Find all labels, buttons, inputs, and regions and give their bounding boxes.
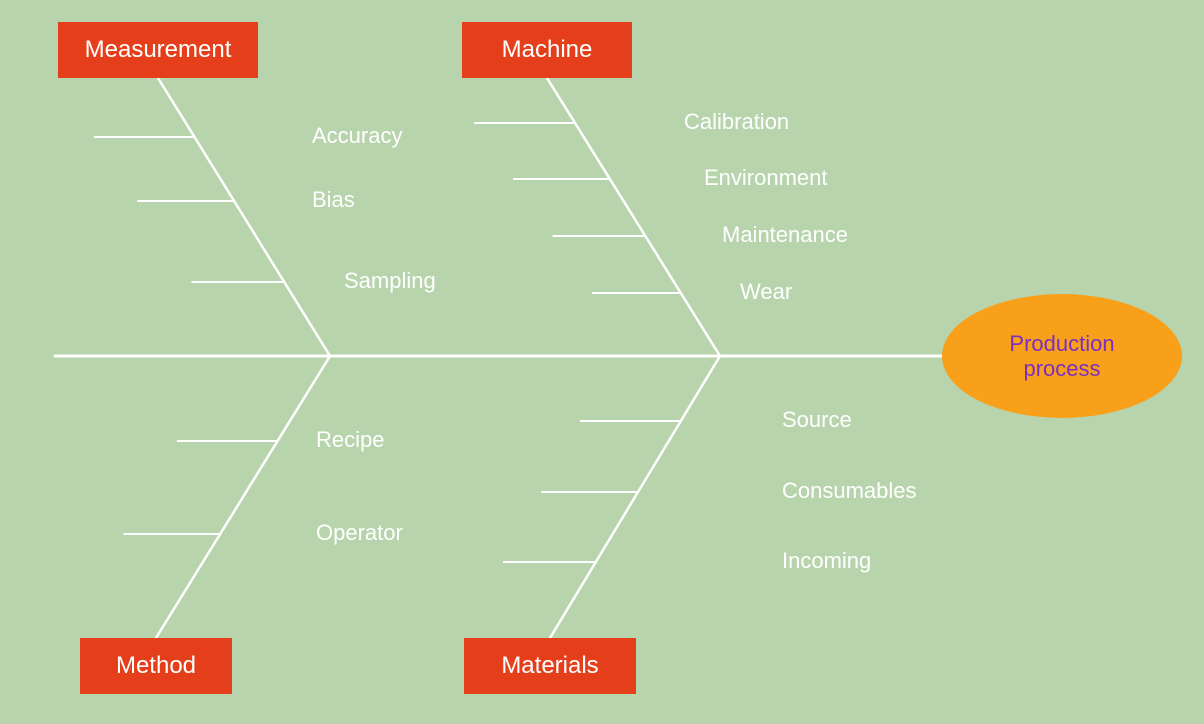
cause-label-machine-2: Maintenance [722, 222, 848, 248]
effect-ellipse: Productionprocess [942, 294, 1182, 418]
category-box-machine: Machine [462, 22, 632, 78]
fishbone-diagram: Measurement Machine Method Materials Accurac… [0, 0, 1204, 724]
cause-label-measurement-2: Sampling [344, 268, 436, 294]
cause-label-machine-0: Calibration [684, 109, 789, 135]
category-label-method: Method [116, 652, 196, 680]
category-box-measurement: Measurement [58, 22, 258, 78]
cause-label-measurement-0: Accuracy [312, 123, 402, 149]
cause-label-materials-2: Incoming [782, 548, 871, 574]
bone-measurement [158, 78, 330, 356]
cause-label-machine-3: Wear [740, 279, 792, 305]
cause-label-method-1: Operator [316, 520, 403, 546]
bone-materials [550, 356, 720, 638]
category-box-materials: Materials [464, 638, 636, 694]
category-label-materials: Materials [501, 652, 598, 680]
cause-label-method-0: Recipe [316, 427, 384, 453]
effect-label: Productionprocess [1009, 331, 1114, 382]
cause-label-materials-0: Source [782, 407, 852, 433]
bone-method [156, 356, 330, 638]
cause-label-materials-1: Consumables [782, 478, 917, 504]
category-label-machine: Machine [502, 36, 593, 64]
cause-label-machine-1: Environment [704, 165, 828, 191]
cause-label-measurement-1: Bias [312, 187, 355, 213]
category-label-measurement: Measurement [85, 36, 232, 64]
category-box-method: Method [80, 638, 232, 694]
